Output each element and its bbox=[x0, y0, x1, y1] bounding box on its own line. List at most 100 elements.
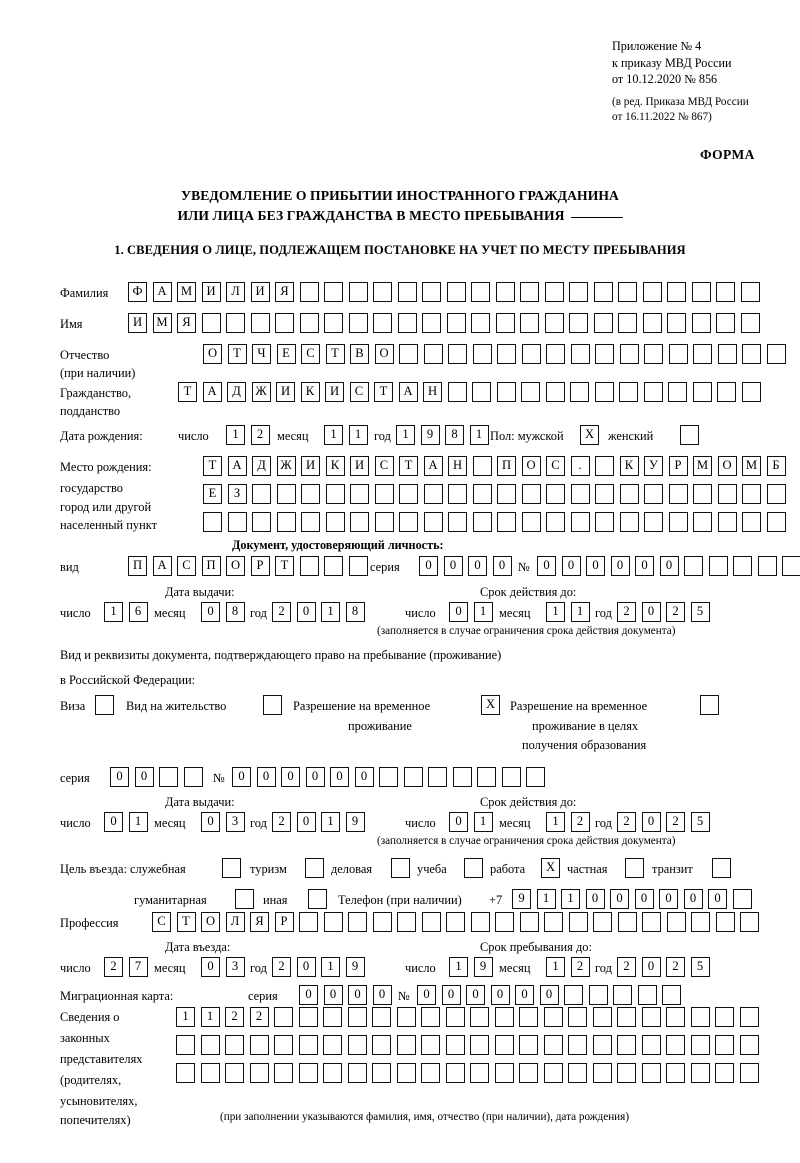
char-cell[interactable] bbox=[766, 484, 786, 504]
char-cell[interactable] bbox=[739, 1035, 759, 1055]
char-cell[interactable]: 8 bbox=[225, 602, 245, 622]
char-cell[interactable]: 0 bbox=[323, 985, 343, 1005]
char-cell[interactable]: 0 bbox=[104, 812, 123, 832]
char-cell[interactable] bbox=[617, 1007, 636, 1027]
char-cell[interactable] bbox=[471, 282, 490, 302]
char-cell[interactable]: П bbox=[497, 456, 516, 476]
char-cell[interactable]: . bbox=[570, 456, 590, 476]
char-cell[interactable] bbox=[667, 313, 686, 333]
char-cell[interactable]: 1 bbox=[546, 812, 565, 832]
char-cell[interactable]: П bbox=[201, 556, 221, 576]
char-cell[interactable]: Н bbox=[448, 456, 467, 476]
char-cell[interactable]: 2 bbox=[570, 812, 590, 832]
char-cell[interactable]: 2 bbox=[272, 812, 291, 832]
char-cell[interactable] bbox=[250, 313, 270, 333]
char-cell[interactable]: Т bbox=[275, 556, 294, 576]
char-cell[interactable] bbox=[347, 1035, 367, 1055]
char-cell[interactable] bbox=[274, 1035, 293, 1055]
char-cell[interactable] bbox=[421, 912, 441, 932]
char-cell[interactable] bbox=[693, 484, 712, 504]
char-cell[interactable] bbox=[299, 282, 319, 302]
char-cell[interactable]: И bbox=[128, 313, 147, 333]
char-cell[interactable]: 0 bbox=[708, 889, 727, 909]
char-cell[interactable]: 2 bbox=[104, 957, 123, 977]
char-cell[interactable] bbox=[693, 344, 712, 364]
char-cell[interactable] bbox=[399, 344, 418, 364]
char-cell[interactable]: А bbox=[152, 556, 172, 576]
char-cell[interactable] bbox=[347, 1063, 367, 1083]
char-cell[interactable] bbox=[372, 1063, 391, 1083]
char-cell[interactable] bbox=[299, 313, 319, 333]
char-cell[interactable] bbox=[397, 912, 416, 932]
char-cell[interactable] bbox=[252, 484, 271, 504]
char-cell[interactable]: 1 bbox=[226, 425, 245, 445]
char-cell[interactable] bbox=[740, 313, 760, 333]
char-cell[interactable] bbox=[593, 912, 612, 932]
char-cell[interactable] bbox=[497, 484, 516, 504]
char-cell[interactable]: 0 bbox=[515, 985, 534, 1005]
char-cell[interactable] bbox=[274, 1063, 293, 1083]
char-cell[interactable]: 0 bbox=[299, 985, 318, 1005]
char-cell[interactable] bbox=[445, 1007, 465, 1027]
char-cell[interactable] bbox=[445, 1035, 465, 1055]
char-cell[interactable] bbox=[374, 484, 394, 504]
char-cell[interactable]: Т bbox=[178, 382, 197, 402]
char-cell[interactable] bbox=[448, 344, 467, 364]
char-cell[interactable] bbox=[742, 484, 761, 504]
char-cell[interactable]: 1 bbox=[128, 812, 148, 832]
char-cell[interactable]: 1 bbox=[536, 889, 556, 909]
char-cell[interactable]: С bbox=[152, 912, 171, 932]
char-cell[interactable] bbox=[717, 484, 737, 504]
char-cell[interactable] bbox=[546, 512, 565, 532]
char-cell[interactable]: 2 bbox=[617, 957, 636, 977]
char-cell[interactable] bbox=[176, 1035, 195, 1055]
char-cell[interactable]: 0 bbox=[610, 889, 629, 909]
char-cell[interactable] bbox=[201, 313, 221, 333]
char-cell[interactable] bbox=[348, 556, 368, 576]
sex-female-checkbox[interactable] bbox=[680, 425, 699, 445]
char-cell[interactable]: 0 bbox=[586, 556, 605, 576]
char-cell[interactable]: Н bbox=[423, 382, 442, 402]
char-cell[interactable] bbox=[396, 1035, 416, 1055]
char-cell[interactable] bbox=[691, 912, 710, 932]
char-cell[interactable]: О bbox=[521, 456, 541, 476]
representatives-row-2-input[interactable] bbox=[176, 1035, 759, 1055]
char-cell[interactable] bbox=[519, 1035, 538, 1055]
char-cell[interactable] bbox=[472, 344, 492, 364]
char-cell[interactable]: 0 bbox=[492, 556, 512, 576]
char-cell[interactable]: Т bbox=[227, 344, 247, 364]
char-cell[interactable]: К bbox=[300, 382, 320, 402]
char-cell[interactable] bbox=[693, 512, 712, 532]
char-cell[interactable] bbox=[544, 313, 564, 333]
purpose-study-checkbox[interactable] bbox=[464, 858, 483, 878]
char-cell[interactable] bbox=[421, 1063, 440, 1083]
char-cell[interactable] bbox=[252, 512, 271, 532]
char-cell[interactable] bbox=[470, 1035, 489, 1055]
char-cell[interactable] bbox=[641, 1063, 661, 1083]
char-cell[interactable]: 1 bbox=[449, 957, 468, 977]
char-cell[interactable] bbox=[716, 313, 735, 333]
char-cell[interactable] bbox=[324, 313, 343, 333]
char-cell[interactable]: Д bbox=[252, 456, 271, 476]
char-cell[interactable]: Т bbox=[399, 456, 418, 476]
char-cell[interactable]: И bbox=[276, 382, 295, 402]
birthplace-row-3-input[interactable] bbox=[203, 512, 786, 532]
char-cell[interactable]: 8 bbox=[345, 602, 365, 622]
char-cell[interactable] bbox=[544, 912, 563, 932]
char-cell[interactable] bbox=[448, 512, 467, 532]
char-cell[interactable]: 0 bbox=[232, 767, 251, 787]
char-cell[interactable] bbox=[519, 912, 539, 932]
char-cell[interactable] bbox=[372, 1035, 391, 1055]
char-cell[interactable] bbox=[374, 512, 394, 532]
char-cell[interactable] bbox=[546, 344, 565, 364]
char-cell[interactable]: 0 bbox=[296, 957, 316, 977]
char-cell[interactable] bbox=[617, 1035, 636, 1055]
char-cell[interactable] bbox=[325, 484, 345, 504]
